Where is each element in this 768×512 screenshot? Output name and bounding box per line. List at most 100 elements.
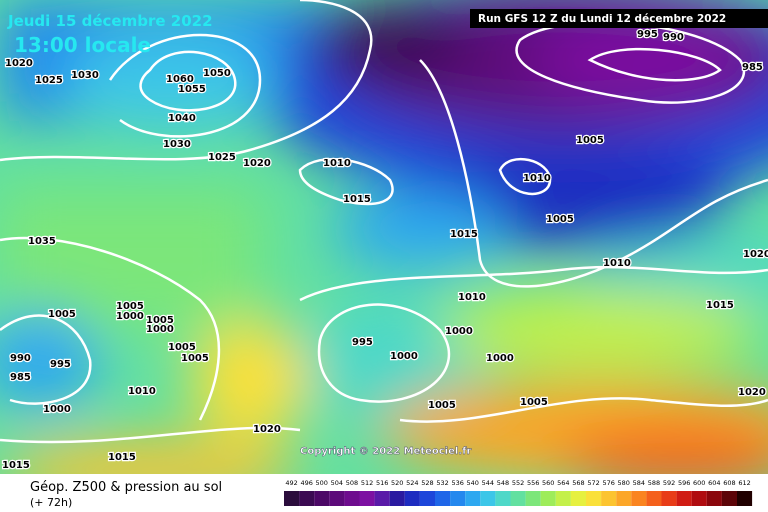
isobar-label: 1020 [5, 58, 33, 69]
isobar-label: 1005 [520, 397, 548, 408]
isobar-label: 1025 [35, 75, 63, 86]
scale-label: 588 [648, 479, 660, 487]
isobar-label: 1015 [706, 300, 734, 311]
isobar-label: 990 [10, 353, 31, 364]
isobar-label: 1005 [146, 315, 174, 326]
isobar-lines [0, 0, 768, 444]
scale-label: 544 [482, 479, 494, 487]
isobar-label: 1005 [546, 214, 574, 225]
scale-swatch [299, 491, 315, 506]
isobar-label: 1010 [603, 258, 631, 269]
scale-label: 496 [300, 479, 312, 487]
forecast-lead: (+ 72h) [30, 496, 72, 509]
scale-label: 516 [376, 479, 388, 487]
isobar-label: 1005 [181, 353, 209, 364]
isobar-label: 1015 [450, 229, 478, 240]
scale-swatch [691, 491, 707, 506]
scale-label: 560 [542, 479, 554, 487]
isobar-label: 1005 [116, 301, 144, 312]
isobar-label: 1020 [253, 424, 281, 435]
scale-label: 512 [361, 479, 373, 487]
footer: Géop. Z500 & pression au sol (+ 72h) 492… [30, 479, 753, 509]
isobar-label: 1025 [208, 152, 236, 163]
local-time: 13:00 locale [14, 33, 151, 57]
scale-swatch [344, 491, 360, 506]
scale-swatch [601, 491, 617, 506]
isobar-label: 1035 [28, 236, 56, 247]
isobar-label: 995 [50, 359, 71, 370]
scale-label: 572 [587, 479, 599, 487]
scale-swatch [676, 491, 692, 506]
scale-label: 520 [391, 479, 403, 487]
isobar-label: 985 [10, 372, 31, 383]
scale-swatch [721, 491, 737, 506]
isobar-label: 1060 [166, 74, 194, 85]
isobar-label: 1050 [203, 68, 231, 79]
scale-swatch [586, 491, 602, 506]
scale-label: 556 [527, 479, 539, 487]
scale-swatch [616, 491, 632, 506]
isobar-label: 1000 [146, 324, 174, 335]
scale-swatch [510, 491, 526, 506]
isobar-label: 985 [742, 62, 763, 73]
scale-swatch [570, 491, 586, 506]
isobar-label: 995 [637, 29, 658, 40]
scale-swatch [525, 491, 541, 506]
scale-swatch [404, 491, 420, 506]
scale-swatch [555, 491, 571, 506]
scale-swatch [314, 491, 330, 506]
scale-label: 540 [467, 479, 479, 487]
isobar-label: 1055 [178, 84, 206, 95]
run-info: Run GFS 12 Z du Lundi 12 décembre 2022 [478, 13, 726, 25]
scale-swatch [389, 491, 405, 506]
isobar-label: 1040 [168, 113, 196, 124]
isobar-label: 1030 [71, 70, 99, 81]
scale-label: 532 [436, 479, 448, 487]
isobar-label: 1005 [576, 135, 604, 146]
scale-swatch [646, 491, 662, 506]
scale-swatch [737, 491, 753, 506]
scale-label: 524 [406, 479, 418, 487]
scale-swatch [661, 491, 677, 506]
isobar-label: 1010 [458, 292, 486, 303]
scale-swatch [631, 491, 647, 506]
isobar-label: 1000 [445, 326, 473, 337]
scale-swatch [450, 491, 466, 506]
scale-label: 564 [557, 479, 569, 487]
footer-title: Géop. Z500 & pression au sol [30, 480, 222, 495]
isobar-label: 990 [663, 32, 684, 43]
scale-label: 584 [633, 479, 645, 487]
isobar-label: 1000 [486, 353, 514, 364]
scale-label: 528 [421, 479, 433, 487]
scale-swatch [359, 491, 375, 506]
isobar-label: 1005 [168, 342, 196, 353]
scale-label: 580 [618, 479, 630, 487]
isobar-label: 995 [352, 337, 373, 348]
scale-swatch [329, 491, 345, 506]
scale-label: 548 [497, 479, 509, 487]
isobar-label: 1000 [43, 404, 71, 415]
scale-swatch [495, 491, 511, 506]
scale-label: 500 [316, 479, 328, 487]
isobar-label: 1005 [428, 400, 456, 411]
isobar-label: 1020 [738, 387, 766, 398]
scale-label: 612 [738, 479, 750, 487]
scale-swatch [465, 491, 481, 506]
scale-label: 536 [451, 479, 463, 487]
isobar-label: 1020 [743, 249, 768, 260]
map: Run GFS 12 Z du Lundi 12 décembre 2022 J… [0, 0, 768, 474]
scale-swatch [435, 491, 451, 506]
isobar-label: 1015 [343, 194, 371, 205]
date: Jeudi 15 décembre 2022 [7, 12, 213, 30]
scale-label: 604 [708, 479, 720, 487]
scale-label: 608 [723, 479, 735, 487]
scale-label: 596 [678, 479, 690, 487]
scale-swatch [419, 491, 435, 506]
isobar-label: 1000 [390, 351, 418, 362]
scale-swatch [284, 491, 300, 506]
scale-label: 552 [512, 479, 524, 487]
isobar-label: 1010 [523, 173, 551, 184]
scale-label: 504 [331, 479, 343, 487]
scale-label: 600 [693, 479, 705, 487]
